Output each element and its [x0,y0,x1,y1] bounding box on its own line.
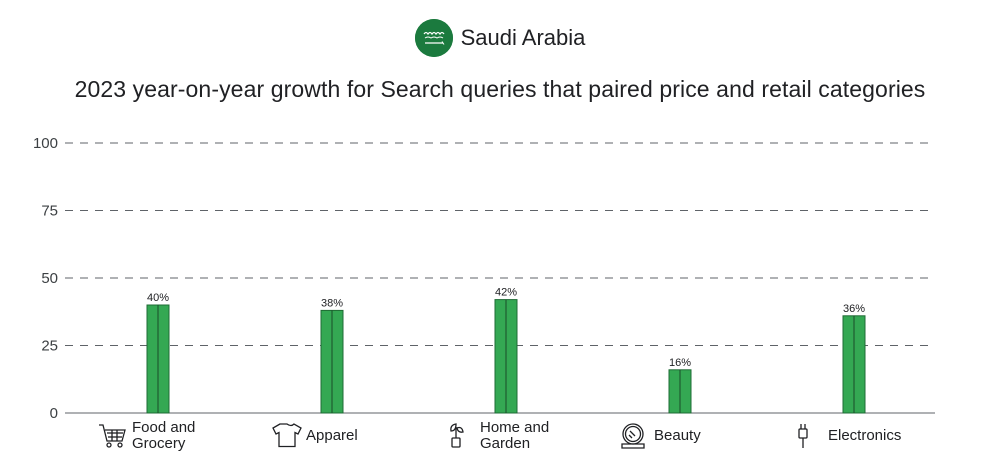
y-tick-label: 100 [33,135,58,152]
plug-icon [798,424,808,448]
category-labels: Food and Grocery Apparel Home and Garden Beau… [99,419,901,452]
mirror-icon [621,423,645,449]
category-label-group: Electronics [798,424,901,448]
category-label-group: Home and Garden [450,419,549,452]
category-label: Apparel [306,427,358,444]
data-labels: 40% 38% 42% 16% 36% [147,287,865,369]
data-label: 16% [669,357,691,369]
data-label: 38% [321,297,343,309]
category-label-line: Grocery [132,435,186,452]
bars [146,299,866,414]
category-label-line: Food and [132,419,195,436]
category-label-group: Beauty [621,423,701,449]
y-tick-label: 50 [41,270,58,287]
category-label: Electronics [828,427,901,444]
plant-icon [450,423,464,448]
category-label: Beauty [654,427,701,444]
y-tick-label: 75 [41,203,58,220]
t-shirt-icon [272,423,302,448]
data-label: 40% [147,292,169,304]
y-tick-label: 0 [50,405,58,422]
country-name: Saudi Arabia [460,25,586,50]
data-label: 42% [495,287,517,299]
saudi-arabia-flag-icon [414,19,453,57]
category-label-group: Food and Grocery [99,419,195,452]
category-label: Home and Garden [480,419,549,452]
data-label: 36% [843,303,865,315]
chart-title: 2023 year-on-year growth for Search quer… [74,76,926,102]
category-label-group: Apparel [272,423,358,448]
y-axis-ticks: 0 25 50 75 100 [33,135,58,422]
category-label-line: Garden [480,435,530,452]
header: Saudi Arabia [0,18,1000,58]
category-label-line: Home and [480,419,549,436]
y-tick-label: 25 [41,338,58,355]
category-label: Food and Grocery [132,419,195,452]
shopping-cart-icon [99,424,126,448]
